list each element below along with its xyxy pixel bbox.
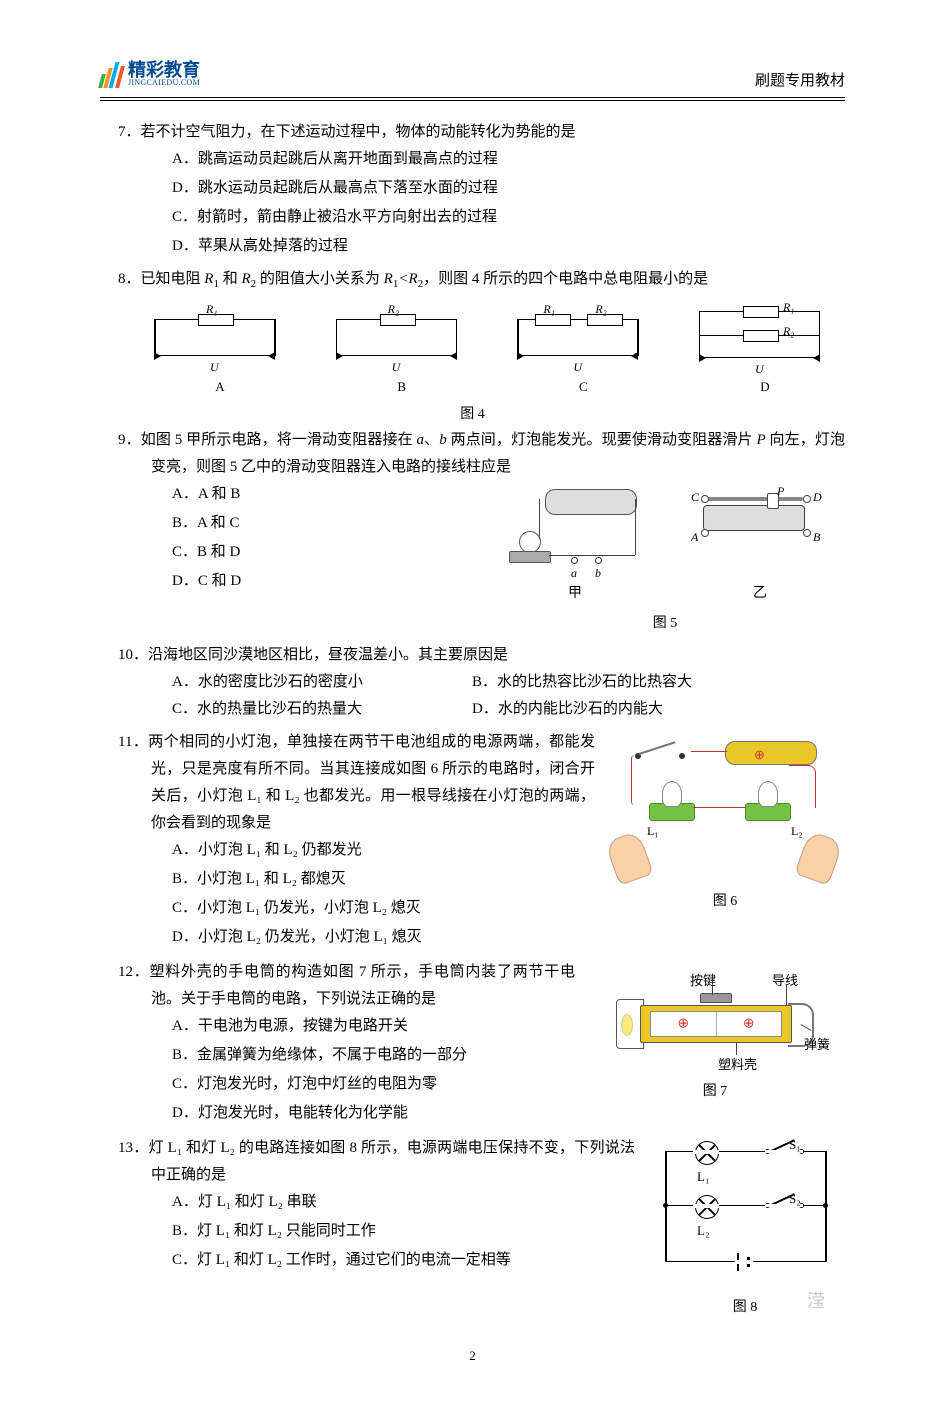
q12-stem: 塑料外壳的手电筒的构造如图 7 所示，手电筒内装了两节干电池。关于手电筒的电路，… — [150, 964, 575, 1007]
q7-opt-c: C．射箭时，箭由静止被沿水平方向射出去的过程 — [172, 204, 845, 231]
header-rule — [100, 100, 845, 101]
q10-opt-a: A．水的密度比沙石的密度小 — [172, 669, 432, 696]
q12-caption: 图 7 — [585, 1079, 845, 1104]
question-8: 8．已知电阻 R1 和 R2 的阻值大小关系为 R1<R2，则图 4 所示的四个… — [118, 266, 845, 295]
q12-num: 12． — [118, 964, 150, 980]
q8-label-b: B — [322, 375, 482, 398]
question-12: 按键 导线 弹簧 塑料壳 图 7 12．塑料外壳的手电筒的构造如图 7 所示，手… — [118, 959, 845, 1129]
q13-caption: 图 8 — [645, 1295, 845, 1320]
question-13: L₁ S₁ L₂ S₂ — [118, 1135, 845, 1320]
circuit-d-icon: R₁ R₂ U — [685, 305, 845, 375]
logo-text-cn: 精彩教育 — [128, 61, 200, 79]
q8-caption: 图 4 — [100, 402, 845, 427]
q9-figure: a b 甲 C — [485, 481, 845, 635]
question-10: 10．沿海地区同沙漠地区相比，昼夜温差小。其主要原因是 A．水的密度比沙石的密度… — [118, 642, 845, 723]
q13-circuit-icon: L₁ S₁ L₂ S₂ — [655, 1141, 835, 1291]
q7-num: 7． — [118, 124, 141, 140]
q10-opt-b: B．水的比热容比沙石的比热容大 — [472, 669, 732, 696]
q13-figure: L₁ S₁ L₂ S₂ — [645, 1141, 845, 1320]
q13-stem: 灯 L₁ 和灯 L₂ 的电路连接如图 8 所示，电源两端电压保持不变，下列说法中… — [148, 1140, 635, 1183]
q9-caption: 图 5 — [485, 611, 845, 636]
q8-figure-row: R₁ U A R₂ U B — [140, 305, 845, 398]
q9-left-icon: a b — [495, 481, 655, 581]
q11-opt-d: D．小灯泡 L₂ 仍发光，小灯泡 L₁ 熄灭 — [172, 924, 845, 951]
page-number: 2 — [100, 1344, 845, 1367]
q8-label-c: C — [503, 375, 663, 398]
logo-text-en: JINGCAIEDU.COM — [128, 79, 200, 87]
question-11: L₁ L₂ 图 6 11．两个相同的小灯泡，单独接在两节干电池组成的电源两端，都… — [118, 729, 845, 953]
q10-stem: 沿海地区同沙漠地区相比，昼夜温差小。其主要原因是 — [148, 647, 508, 663]
q9-right-icon: C D A B P — [685, 491, 835, 581]
q8-label-a: A — [140, 375, 300, 398]
q12-figure: 按键 导线 弹簧 塑料壳 图 7 — [585, 965, 845, 1104]
flashlight-icon: 按键 导线 弹簧 塑料壳 — [600, 965, 830, 1075]
q11-num: 11． — [118, 734, 148, 750]
q13-num: 13． — [118, 1140, 148, 1156]
q8-label-d: D — [685, 375, 845, 398]
question-9: 9．如图 5 甲所示电路，将一滑动变阻器接在 a、b 两点间，灯泡能发光。现要使… — [118, 427, 845, 635]
q8-num: 8． — [118, 271, 141, 287]
q11-stem: 两个相同的小灯泡，单独接在两节干电池组成的电源两端，都能发光，只是亮度有所不同。… — [148, 734, 595, 831]
q7-opt-a: A．跳高运动员起跳后从离开地面到最高点的过程 — [172, 146, 845, 173]
question-7: 7．若不计空气阻力，在下述运动过程中，物体的动能转化为势能的是 A．跳高运动员起… — [118, 119, 845, 260]
q9-cap-left: 甲 — [495, 581, 655, 606]
q7-opt-b: D．跳水运动员起跳后从最高点下落至水面的过程 — [172, 175, 845, 202]
q11-circuit-icon: L₁ L₂ — [605, 735, 845, 885]
circuit-a-icon: R₁ U — [140, 305, 300, 375]
logo-bars-icon — [100, 60, 122, 88]
q11-caption: 图 6 — [605, 889, 845, 914]
q9-cap-right: 乙 — [685, 581, 835, 606]
q7-opt-d: D．苹果从高处掉落的过程 — [172, 233, 845, 260]
q11-figure: L₁ L₂ 图 6 — [605, 735, 845, 914]
q9-num: 9． — [118, 432, 141, 448]
circuit-c-icon: R₁ R₂ U — [503, 305, 663, 375]
q10-opt-d: D．水的内能比沙石的内能大 — [472, 696, 732, 723]
circuit-b-icon: R₂ U — [322, 305, 482, 375]
header-label: 刷题专用教材 — [100, 68, 845, 98]
q10-num: 10． — [118, 647, 148, 663]
q10-opt-c: C．水的热量比沙石的热量大 — [172, 696, 432, 723]
q7-stem: 若不计空气阻力，在下述运动过程中，物体的动能转化为势能的是 — [141, 124, 576, 140]
